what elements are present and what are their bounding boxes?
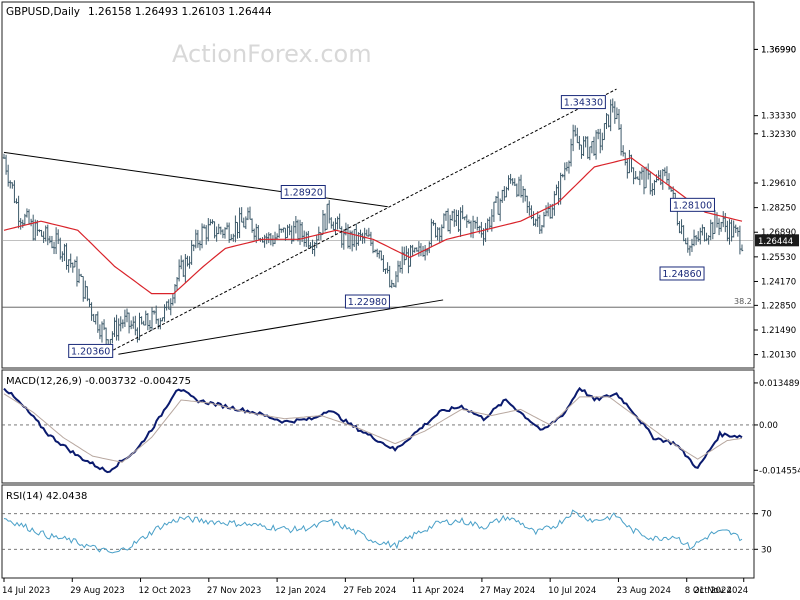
price-annotation: 1.24860 [659, 266, 705, 281]
rsi-panel-border [1, 484, 755, 579]
rsi-gridlines [2, 513, 754, 550]
rsi-label: RSI(14) 42.0438 [6, 491, 87, 502]
time-axis-label: 14 Jul 2023 [2, 586, 50, 596]
price-annotation: 1.20360 [68, 343, 114, 358]
time-axis-label: 12 Jan 2024 [275, 586, 326, 596]
price-annotations: 1.34330 1.28920 1.28100 1.24860 1.22980 1.203… [68, 95, 715, 358]
time-axis-label: 8 Oct 2024 [685, 586, 732, 596]
price-annotation-box [280, 184, 326, 199]
last-price-label: 1.26444 [758, 237, 793, 247]
price-axis-label: 1.21490 [761, 326, 796, 336]
time-axis-label: 21 Nov 2024 [694, 586, 748, 596]
time-axis-label: 23 Aug 2024 [616, 586, 670, 596]
macd-lines [3, 386, 743, 474]
price-annotation-label: 1.22980 [348, 297, 387, 308]
time-axis: 14 Jul 2023 29 Aug 2023 12 Oct 2023 27 Nov … [2, 578, 748, 596]
time-axis-label: 27 Feb 2024 [343, 586, 396, 596]
price-annotation-label: 1.34330 [564, 98, 603, 109]
macd-axis-label: 0.00 [759, 421, 778, 431]
time-axis-label: 11 Apr 2024 [412, 586, 465, 596]
sma-line [3, 157, 743, 295]
ohlc-label: 1.26158 1.26493 1.26103 1.26444 [88, 6, 272, 18]
price-annotation: 1.28100 [669, 197, 715, 212]
price-annotation-label: 1.24860 [662, 269, 701, 280]
fib-label: 38.2 [734, 297, 752, 306]
price-panel: GBPUSD,Daily 1.26158 1.26493 1.26103 1.2… [1, 1, 799, 369]
rsi-axis: 70 30 [754, 510, 772, 555]
macd-label: MACD(12,26,9) -0.003732 -0.004275 [6, 376, 191, 387]
price-axis-label: 1.32330 [761, 130, 796, 140]
price-annotation-label: 1.28100 [673, 200, 712, 211]
macd-axis: 0.013489 0.00 -0.014554 [754, 379, 800, 476]
macd-panel: MACD(12,26,9) -0.003732 -0.004275 0.0134… [1, 369, 800, 484]
time-axis-label: 29 Aug 2023 [70, 586, 124, 596]
price-annotation-label: 1.28920 [284, 187, 323, 198]
trendline [118, 299, 444, 355]
time-axis-label: 10 Jul 2024 [548, 586, 596, 596]
price-axis-label: 1.36990 [761, 45, 796, 55]
price-bars [2, 98, 744, 352]
macd-panel-border [1, 369, 755, 484]
price-annotation-box [344, 294, 390, 309]
rsi-axis-label: 30 [761, 545, 772, 555]
symbol-label: GBPUSD,Daily [6, 6, 80, 18]
price-annotation-box [68, 343, 114, 358]
time-axis-label: 12 Oct 2023 [139, 586, 192, 596]
price-axis-label: 1.28250 [761, 204, 796, 214]
ohlc-bar [740, 244, 744, 252]
price-annotation: 1.22980 [344, 294, 390, 309]
price-axis-label: 1.25530 [761, 253, 796, 263]
time-axis-label: 27 Nov 2023 [207, 586, 261, 596]
rsi-axis-label: 70 [761, 510, 772, 520]
price-axis-label: 1.20130 [761, 351, 796, 361]
price-axis-label: 1.22850 [761, 301, 796, 311]
rsi-panel: RSI(14) 42.0438 70 30 [1, 484, 772, 579]
rsi-line-path [3, 509, 743, 554]
macd-axis-label: -0.014554 [759, 466, 800, 476]
price-annotation: 1.34330 [560, 95, 606, 110]
price-axis: 1.36990 1.32330 1.28250 1.26890 1.24170 1.228… [754, 45, 799, 361]
macd-axis-label: 0.013489 [759, 379, 800, 389]
price-axis-label: 1.33330 [761, 112, 796, 122]
price-annotation-box [669, 197, 715, 212]
price-annotation-label: 1.20360 [71, 346, 110, 357]
watermark: ActionForex.com [172, 40, 372, 68]
moving-average-line [3, 157, 743, 295]
price-axis-label: 1.29610 [761, 179, 796, 189]
channel-trendline-dashed [99, 88, 617, 358]
time-axis-label: 27 May 2024 [480, 586, 535, 596]
price-axis-label: 1.26890 [761, 228, 796, 238]
price-annotation: 1.28920 [280, 184, 326, 199]
price-annotation-box [659, 266, 705, 281]
macd-signal-line [3, 393, 743, 463]
price-axis-label: 1.24170 [761, 277, 796, 287]
price-axis-label: 1.36990 [761, 45, 796, 55]
price-panel-border [1, 1, 755, 369]
price-annotation-box [560, 95, 606, 110]
rsi-line [3, 509, 743, 554]
last-price-box [755, 234, 799, 247]
